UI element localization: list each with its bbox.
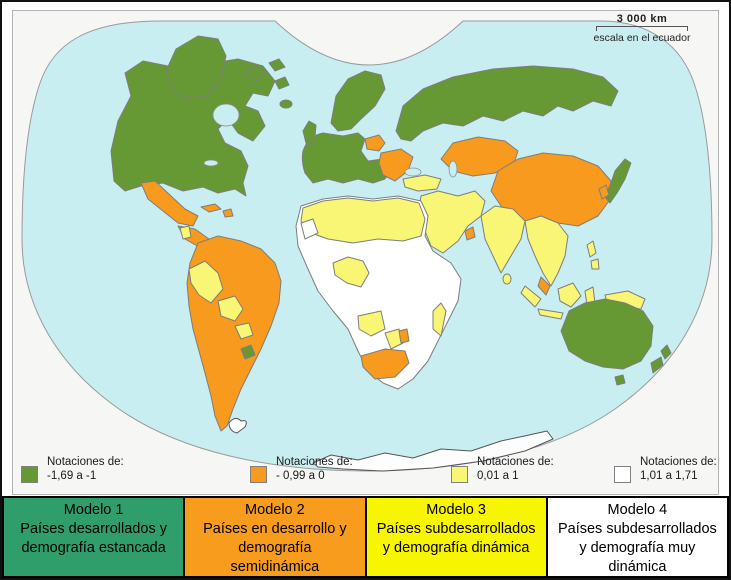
model-description: Países desarrollados y demografía estanc… <box>20 521 167 556</box>
region-guatemala <box>179 225 192 240</box>
scale-caption: escala en el ecuador <box>593 32 691 44</box>
scale-bar: 3 000 km escala en el ecuador <box>592 13 692 44</box>
region-south-africa <box>360 348 410 380</box>
region-ukraine-balkans <box>378 148 414 182</box>
legend-range: - 0,99 a 0 <box>276 470 325 482</box>
world-map <box>21 20 713 472</box>
legend-label: Notaciones de: <box>276 456 353 468</box>
region-southeast-asia <box>524 215 569 287</box>
region-bolivia <box>217 295 244 322</box>
region-peru <box>188 260 224 304</box>
legend-range: 0,01 a 1 <box>477 470 519 482</box>
region-scandinavia <box>330 70 386 132</box>
legend-text-model1: Notaciones de: -1,69 a -1 <box>47 455 124 483</box>
region-malaysia <box>537 276 551 296</box>
region-oman <box>464 226 476 241</box>
region-greenland <box>165 35 227 100</box>
region-java <box>537 308 564 320</box>
region-arctic-islands <box>244 58 290 90</box>
legend-item-model1: Notaciones de: -1,69 a -1 <box>21 455 124 483</box>
model-title: Modelo 2 <box>245 502 305 518</box>
model-box-4: Modelo 4 Países subdesarrollados y demog… <box>545 496 729 578</box>
region-north-america <box>110 58 276 197</box>
region-russia <box>395 65 619 142</box>
model-description: Países subdesarrollados y demografía muy… <box>557 521 717 575</box>
region-paraguay <box>234 322 254 340</box>
region-australia <box>560 298 654 370</box>
region-india <box>480 205 526 274</box>
region-africa <box>295 195 462 390</box>
region-antarctic-island <box>228 417 247 434</box>
legend-swatch-model2 <box>250 466 267 483</box>
scale-line <box>596 26 688 31</box>
lake-great-lakes <box>203 159 219 167</box>
legend-text-model4: Notaciones de: 1,01 a 1,71 <box>640 455 717 483</box>
region-hispaniola <box>222 208 234 218</box>
scale-distance: 3 000 km <box>616 13 668 25</box>
legend-swatch-model3 <box>451 466 468 483</box>
sea-caspian <box>448 160 458 178</box>
region-angola <box>357 310 386 337</box>
model-title: Modelo 4 <box>607 502 668 518</box>
legend-text-model2: Notaciones de: - 0,99 a 0 <box>276 455 353 483</box>
region-united-kingdom <box>302 120 317 146</box>
legend-item-model2: Notaciones de: - 0,99 a 0 <box>250 455 353 483</box>
legend-range: -1,69 a -1 <box>47 470 97 482</box>
region-sumatra <box>520 285 542 308</box>
region-central-asia <box>440 136 519 177</box>
region-uruguay <box>240 344 256 360</box>
region-antarctica <box>312 430 554 472</box>
legend-label: Notaciones de: <box>477 456 554 468</box>
model-box-1: Modelo 1 Países desarrollados y demograf… <box>2 496 186 578</box>
map-panel: 3 000 km escala en el ecuador Notaciones… <box>12 10 719 495</box>
region-sri-lanka <box>502 273 512 285</box>
region-japan <box>604 158 632 204</box>
model-title: Modelo 3 <box>426 502 486 518</box>
region-new-zealand <box>650 344 672 374</box>
region-iceland <box>279 99 293 109</box>
legend-item-model4: Notaciones de: 1,01 a 1,71 <box>614 455 717 483</box>
region-western-sahara <box>300 218 319 240</box>
region-philippines <box>586 240 600 270</box>
region-korea <box>598 184 610 200</box>
region-poland <box>364 134 386 152</box>
region-turkey <box>402 174 442 192</box>
sea-black <box>404 167 422 177</box>
region-zimbabwe <box>398 328 410 344</box>
region-borneo <box>557 282 582 308</box>
legend-swatch-model4 <box>614 466 631 483</box>
region-madagascar <box>432 302 447 337</box>
region-tasmania <box>614 374 626 386</box>
legend-text-model3: Notaciones de: 0,01 a 1 <box>477 455 554 483</box>
model-description: Países subdesarrollados y demografía din… <box>376 521 536 556</box>
region-west-africa <box>332 256 370 288</box>
legend-label: Notaciones de: <box>640 456 717 468</box>
model-title: Modelo 1 <box>63 502 124 518</box>
region-cuba <box>200 203 222 213</box>
region-north-africa <box>300 197 426 244</box>
legend-item-model3: Notaciones de: 0,01 a 1 <box>451 455 554 483</box>
model-box-2: Modelo 2 Países en desarrollo y demograf… <box>183 496 367 578</box>
legend-swatch-model1 <box>21 466 38 483</box>
model-description: Países en desarrollo y demografía semidi… <box>203 521 347 575</box>
model-box-3: Modelo 3 Países subdesarrollados y demog… <box>364 496 548 578</box>
legend-label: Notaciones de: <box>47 456 124 468</box>
legend-range: 1,01 a 1,71 <box>640 470 698 482</box>
models-row: Modelo 1 Países desarrollados y demograf… <box>2 496 729 578</box>
lake-hudson-bay <box>212 103 240 127</box>
world-map-graphic <box>21 20 713 472</box>
region-mexico <box>140 180 199 227</box>
